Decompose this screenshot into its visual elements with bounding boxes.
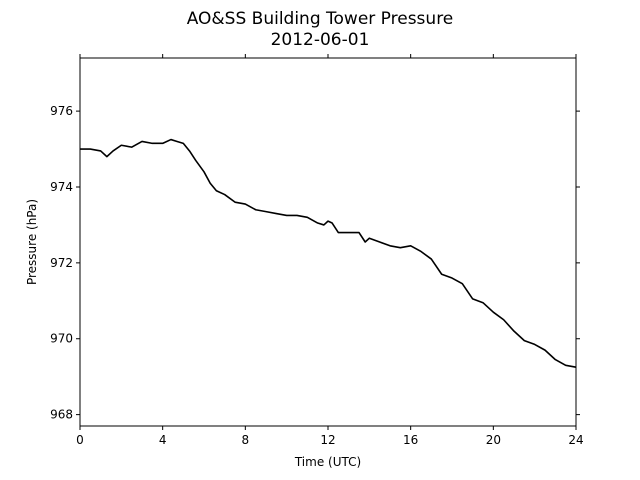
x-axis-label: Time (UTC) (294, 455, 361, 469)
x-tick-label: 20 (486, 433, 501, 447)
y-tick-label: 974 (50, 180, 73, 194)
x-tick-label: 0 (76, 433, 84, 447)
y-tick-label: 968 (50, 408, 73, 422)
x-tick-label: 12 (320, 433, 335, 447)
y-axis-label: Pressure (hPa) (25, 199, 39, 285)
x-tick-label: 8 (242, 433, 250, 447)
y-tick-label: 972 (50, 256, 73, 270)
x-tick-label: 16 (403, 433, 418, 447)
y-tick-label: 970 (50, 332, 73, 346)
x-axis-ticks: 0 4 8 12 16 20 24 (76, 54, 584, 447)
plot-frame (79, 57, 577, 427)
x-tick-label: 4 (159, 433, 167, 447)
y-axis-ticks: 968 970 972 974 976 (50, 104, 580, 422)
x-tick-label: 24 (568, 433, 583, 447)
y-tick-label: 976 (50, 104, 73, 118)
chart-title: AO&SS Building Tower Pressure (187, 9, 454, 29)
pressure-series-line (80, 138, 577, 368)
chart-subtitle: 2012-06-01 (271, 30, 370, 50)
